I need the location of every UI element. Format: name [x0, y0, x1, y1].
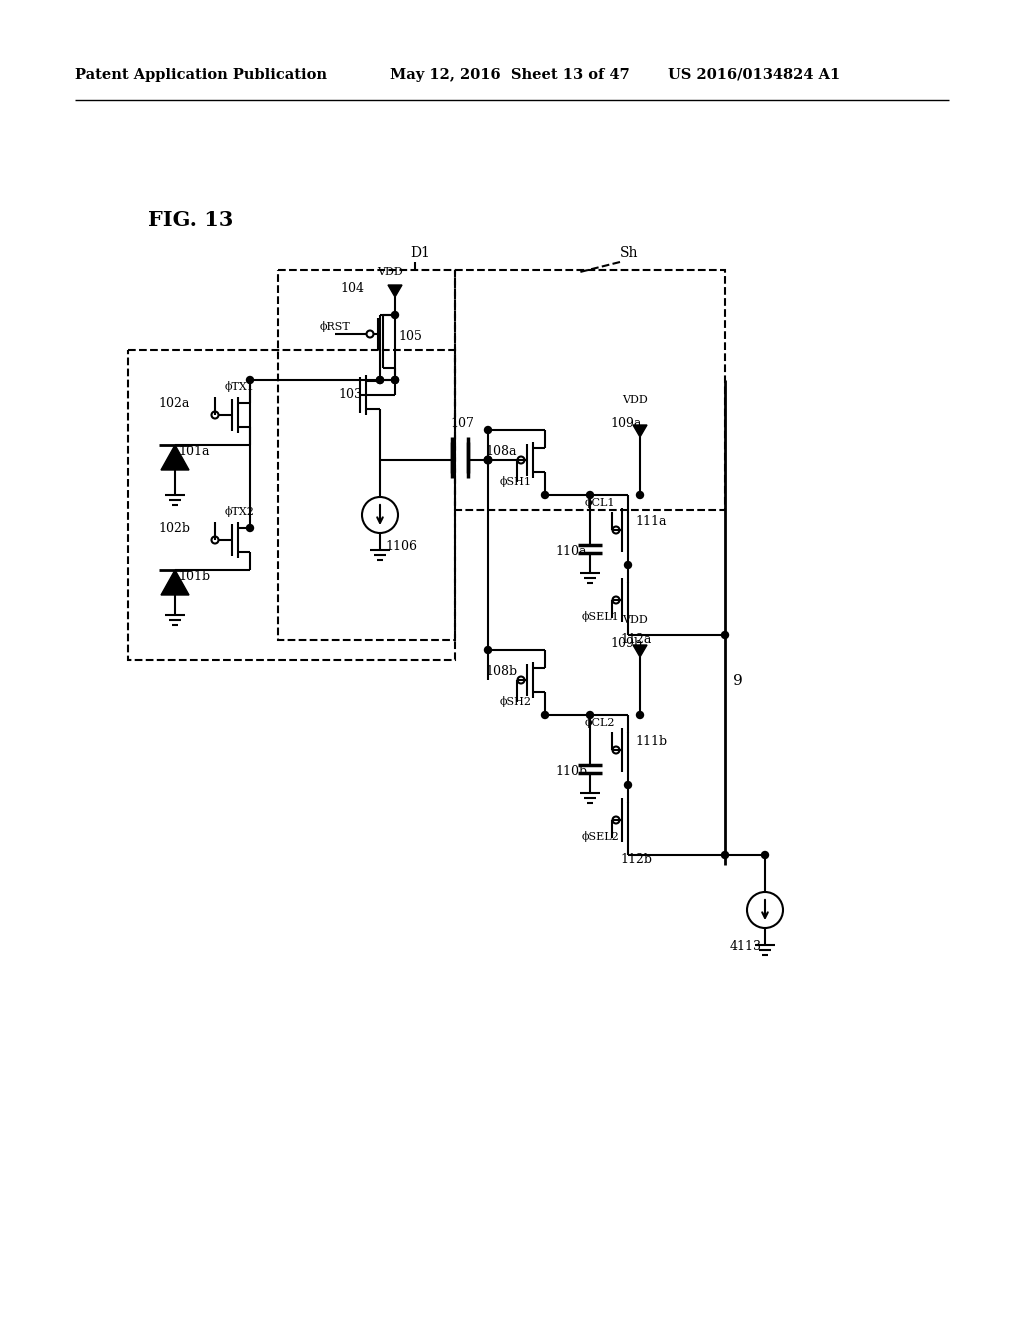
Text: Sh: Sh [620, 246, 639, 260]
Polygon shape [161, 570, 189, 595]
Circle shape [587, 711, 594, 718]
Text: ϕTX2: ϕTX2 [225, 506, 255, 517]
Circle shape [587, 491, 594, 499]
Circle shape [484, 457, 492, 463]
Text: 112a: 112a [620, 634, 651, 645]
Text: May 12, 2016  Sheet 13 of 47: May 12, 2016 Sheet 13 of 47 [390, 69, 630, 82]
Text: 111b: 111b [635, 735, 667, 748]
Circle shape [625, 781, 632, 788]
Text: 111a: 111a [635, 515, 667, 528]
Text: 102b: 102b [158, 521, 190, 535]
Text: VDD: VDD [622, 615, 648, 624]
Polygon shape [633, 425, 647, 437]
Circle shape [247, 524, 254, 532]
Text: 110a: 110a [555, 545, 587, 558]
Text: ϕSEL1: ϕSEL1 [582, 611, 620, 622]
Text: 107: 107 [450, 417, 474, 430]
Circle shape [722, 631, 728, 639]
Circle shape [542, 711, 549, 718]
Text: ϕSEL2: ϕSEL2 [582, 832, 620, 842]
Circle shape [377, 376, 384, 384]
Bar [128, 350, 455, 660]
Text: ϕTX1: ϕTX1 [225, 381, 255, 392]
Text: ϕRST: ϕRST [319, 321, 351, 333]
Text: 110b: 110b [555, 766, 587, 777]
Text: 4113: 4113 [730, 940, 762, 953]
Text: ϕSH2: ϕSH2 [500, 696, 532, 708]
Circle shape [722, 851, 728, 858]
Text: 102a: 102a [158, 397, 189, 411]
Text: ϕCL1: ϕCL1 [585, 498, 615, 508]
Polygon shape [633, 645, 647, 657]
Circle shape [377, 376, 384, 384]
Polygon shape [388, 285, 402, 297]
Text: ϕSH1: ϕSH1 [500, 477, 532, 487]
Text: 9: 9 [733, 675, 742, 688]
Text: 109a: 109a [610, 417, 641, 430]
Bar [455, 271, 725, 510]
Polygon shape [161, 445, 189, 470]
Text: 109b: 109b [610, 638, 642, 649]
Text: 103: 103 [338, 388, 362, 401]
Circle shape [625, 561, 632, 569]
Text: 108b: 108b [485, 665, 517, 678]
Circle shape [247, 376, 254, 384]
Text: D1: D1 [410, 246, 430, 260]
Text: 101a: 101a [178, 445, 210, 458]
Circle shape [391, 376, 398, 384]
Text: US 2016/0134824 A1: US 2016/0134824 A1 [668, 69, 841, 82]
Text: 101b: 101b [178, 570, 210, 583]
Circle shape [637, 491, 643, 499]
Text: 1106: 1106 [385, 540, 417, 553]
Bar [278, 271, 455, 640]
Circle shape [762, 851, 768, 858]
Text: FIG. 13: FIG. 13 [148, 210, 233, 230]
Text: 104: 104 [340, 282, 364, 294]
Circle shape [391, 376, 398, 384]
Text: ϕCL2: ϕCL2 [585, 717, 615, 729]
Text: 108a: 108a [485, 445, 516, 458]
Text: VDD: VDD [377, 267, 402, 277]
Text: 105: 105 [398, 330, 422, 343]
Circle shape [637, 711, 643, 718]
Circle shape [484, 426, 492, 433]
Circle shape [391, 312, 398, 318]
Text: 112b: 112b [620, 853, 652, 866]
Circle shape [542, 491, 549, 499]
Circle shape [484, 647, 492, 653]
Text: Patent Application Publication: Patent Application Publication [75, 69, 327, 82]
Text: VDD: VDD [622, 395, 648, 405]
